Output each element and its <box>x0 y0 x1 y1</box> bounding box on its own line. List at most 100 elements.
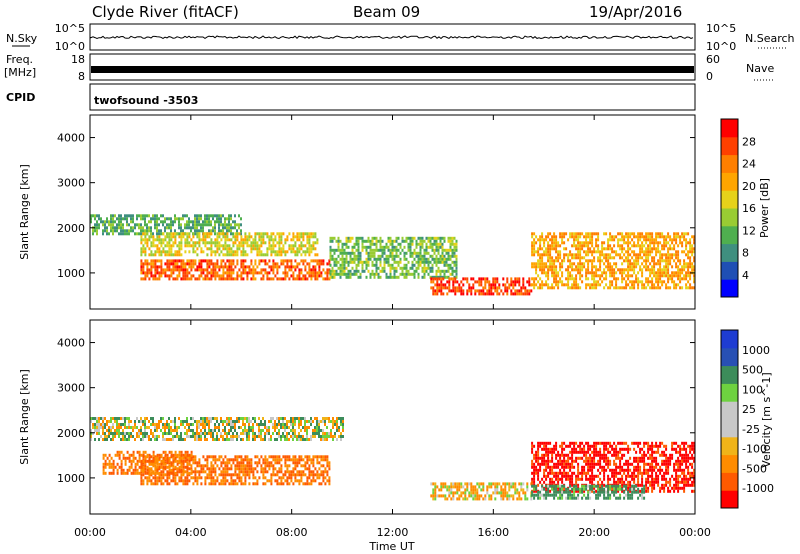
echo-cell <box>132 435 134 438</box>
echo-cell <box>138 450 141 454</box>
echo-cell <box>535 459 538 463</box>
echo-cell <box>557 462 560 466</box>
echo-cell <box>423 254 426 258</box>
echo-cell <box>170 479 173 483</box>
echo-cell <box>575 256 578 260</box>
echo-cell <box>510 289 513 293</box>
echo-cell <box>437 257 440 261</box>
echo-cell <box>138 223 140 227</box>
echo-cell <box>230 253 233 257</box>
echo-cell <box>314 479 317 483</box>
echo-cell <box>605 265 608 269</box>
echo-cell <box>559 256 562 260</box>
echo-cell <box>623 241 626 245</box>
echo-cell <box>226 232 229 236</box>
echo-cell <box>435 254 438 258</box>
echo-cell <box>425 260 428 264</box>
echo-cell <box>324 417 326 420</box>
echo-cell <box>146 259 149 263</box>
echo-cell <box>486 292 489 296</box>
echo-cell <box>434 289 437 293</box>
echo-cell <box>345 275 348 279</box>
echo-cell <box>256 461 259 465</box>
echo-cell <box>545 465 548 469</box>
echo-cell <box>190 450 193 454</box>
echo-cell <box>494 497 497 501</box>
echo-cell <box>389 254 392 258</box>
echo-cell <box>246 435 248 438</box>
echo-cell <box>226 438 228 441</box>
echo-cell <box>455 263 458 267</box>
echo-cell <box>476 280 479 284</box>
echo-cell <box>196 464 199 468</box>
echo-cell <box>322 438 324 441</box>
echo-cell <box>607 265 610 269</box>
echo-cell <box>296 238 299 242</box>
echo-cell <box>148 277 151 281</box>
echo-cell <box>551 465 554 469</box>
echo-cell <box>266 432 268 435</box>
echo-cell <box>232 438 234 441</box>
echo-cell <box>192 455 195 459</box>
echo-cell <box>609 244 612 248</box>
echo-cell <box>460 286 463 290</box>
echo-cell <box>186 259 189 263</box>
echo-cell <box>304 482 307 486</box>
echo-cell <box>539 465 542 469</box>
echo-cell <box>298 432 300 435</box>
echo-cell <box>104 226 106 230</box>
echo-cell <box>154 465 157 469</box>
echo-cell <box>236 250 239 254</box>
echo-cell <box>510 283 513 287</box>
echo-cell <box>689 262 692 266</box>
echo-cell <box>539 259 542 263</box>
echo-cell <box>236 235 239 239</box>
echo-cell <box>488 286 491 290</box>
echo-cell <box>425 269 428 273</box>
echo-cell <box>248 464 251 468</box>
echo-cell <box>631 232 634 236</box>
echo-cell <box>146 232 149 236</box>
echo-cell <box>124 432 126 435</box>
echo-cell <box>455 239 458 243</box>
echo-cell <box>308 438 310 441</box>
echo-cell <box>619 256 622 260</box>
echo-cell <box>442 286 445 290</box>
echo-cell <box>312 473 315 477</box>
echo-cell <box>210 220 212 224</box>
echo-cell <box>563 468 566 472</box>
echo-cell <box>369 239 372 243</box>
echo-cell <box>174 259 177 263</box>
echo-cell <box>539 277 542 281</box>
echo-cell <box>621 274 624 278</box>
echo-cell <box>284 271 287 275</box>
echo-cell <box>533 444 536 448</box>
echo-cell <box>547 250 550 254</box>
echo-cell <box>571 283 574 287</box>
echo-cell <box>589 247 592 251</box>
echo-cell <box>220 470 223 474</box>
echo-cell <box>440 494 443 498</box>
echo-cell <box>132 426 134 429</box>
echo-cell <box>142 465 145 469</box>
echo-cell <box>490 494 493 498</box>
echo-cell <box>623 268 626 272</box>
echo-cell <box>126 232 128 236</box>
echo-cell <box>617 253 620 257</box>
echo-cell <box>452 494 455 498</box>
echo-cell <box>647 250 650 254</box>
echo-cell <box>492 292 495 296</box>
echo-cell <box>264 241 267 245</box>
echo-cell <box>543 241 546 245</box>
echo-cell <box>192 435 194 438</box>
echo-cell <box>541 256 544 260</box>
freq-right-tick-bottom: 0 <box>706 70 713 83</box>
echo-cell <box>264 435 266 438</box>
echo-cell <box>438 283 441 287</box>
echo-cell <box>178 232 180 236</box>
echo-cell <box>278 417 280 420</box>
echo-cell <box>683 250 686 254</box>
echo-cell <box>166 465 169 469</box>
echo-cell <box>322 417 324 420</box>
echo-cell <box>667 262 670 266</box>
